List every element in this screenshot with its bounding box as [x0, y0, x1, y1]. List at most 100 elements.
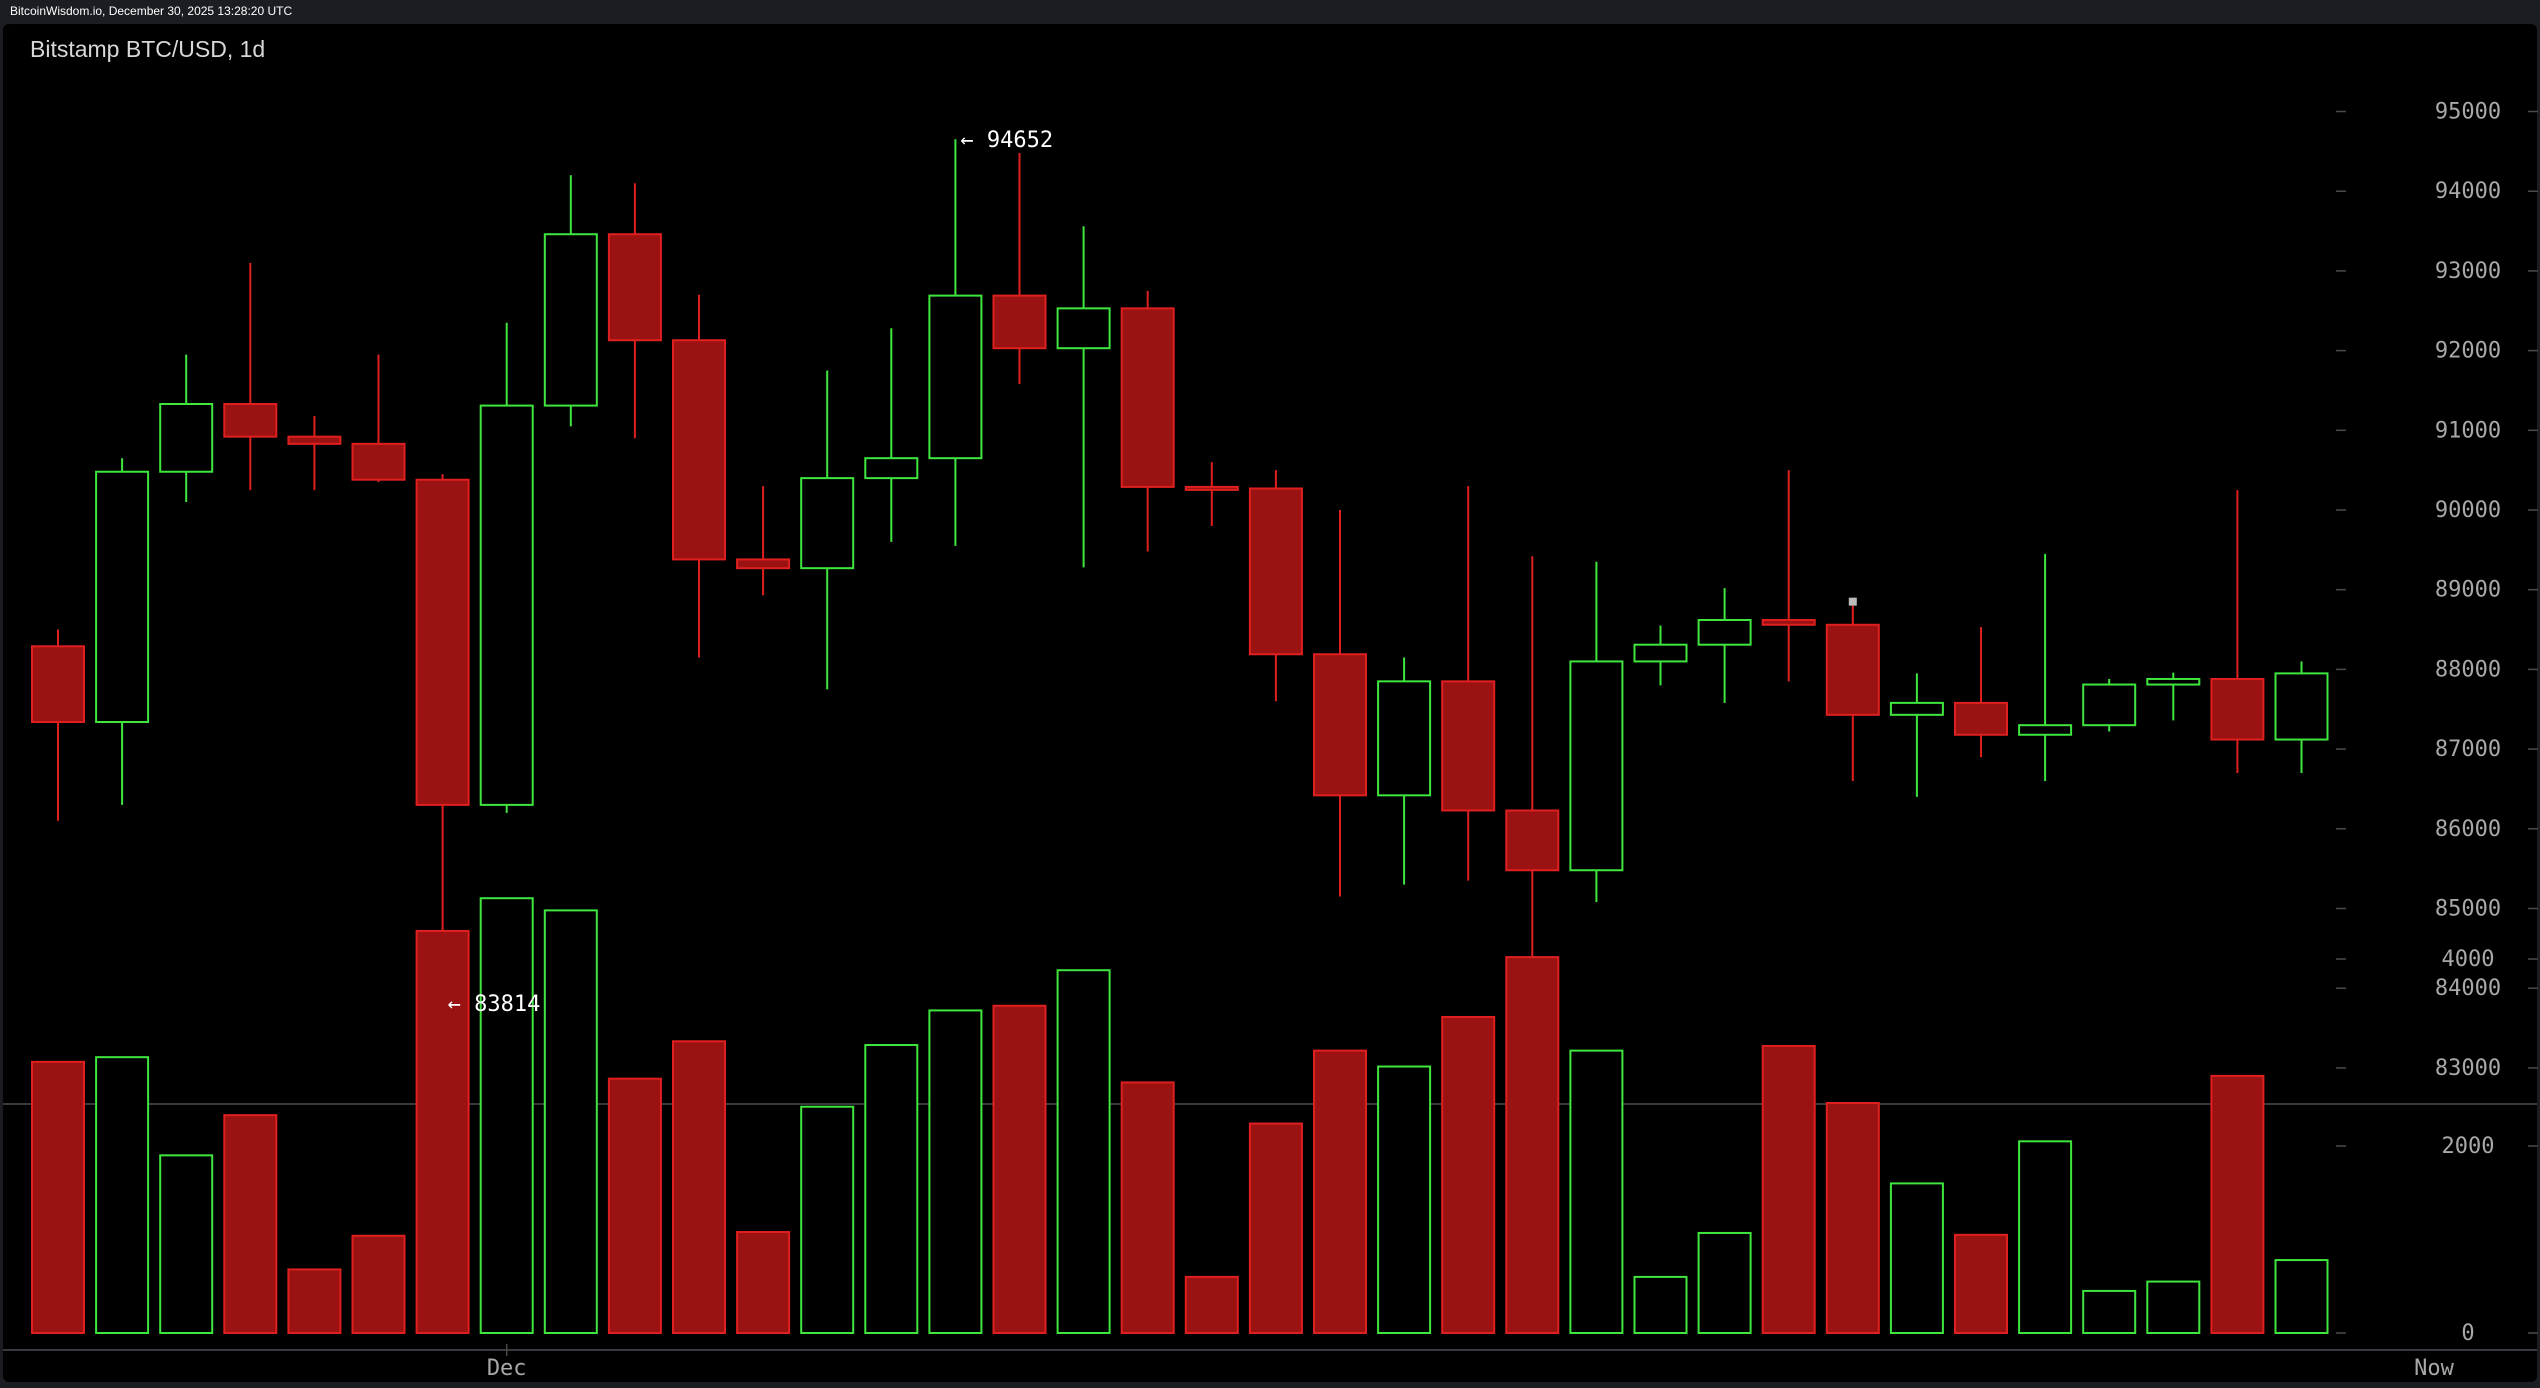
price-tick-label: 89000: [2435, 578, 2501, 603]
price-tick-label: 85000: [2435, 897, 2501, 922]
volume-bar: [2018, 1140, 2073, 1334]
volume-bar: [736, 1231, 791, 1335]
time-tick-label: Dec: [487, 1356, 527, 1381]
candle: [1056, 226, 1111, 568]
candle-body: [1505, 809, 1560, 872]
price-tick-label: 93000: [2435, 259, 2501, 284]
candle-body: [287, 435, 342, 445]
volume-bar: [1248, 1122, 1303, 1335]
candle: [928, 139, 983, 546]
candle-body: [1761, 618, 1816, 626]
candle: [800, 370, 855, 690]
volume-bar: [223, 1114, 278, 1335]
candle: [479, 322, 534, 813]
candle: [2146, 672, 2201, 721]
chart-title: Bitstamp BTC/USD, 1d: [30, 36, 266, 62]
volume-bar: [2082, 1289, 2137, 1335]
price-tick-label: 86000: [2435, 817, 2501, 842]
volume-bar: [672, 1040, 726, 1335]
price-tick-label: 83000: [2435, 1056, 2501, 1081]
candle-body: [31, 645, 85, 724]
volume-bar: [415, 929, 470, 1334]
volume-bar: [1825, 1101, 1880, 1334]
price-tick-label: 88000: [2435, 657, 2501, 682]
axis-tick-marks: [505, 110, 2538, 1356]
time-tick-label: Now: [2414, 1356, 2454, 1381]
candle: [287, 415, 342, 491]
candle-body: [672, 339, 726, 561]
candle: [2210, 490, 2265, 774]
volume-bar: [543, 909, 598, 1334]
candle: [2082, 678, 2137, 732]
volume-bar: [2146, 1280, 2201, 1334]
volume-bar: [1697, 1231, 1752, 1334]
volume-bar: [992, 1004, 1047, 1334]
volume-bar: [1120, 1081, 1175, 1335]
volume-bar: [31, 1060, 85, 1334]
candle: [607, 183, 662, 439]
volume-bars: [31, 897, 2329, 1335]
candle-body: [415, 478, 470, 806]
candle: [736, 486, 791, 596]
candle: [1120, 290, 1175, 552]
candle-body: [1056, 307, 1111, 350]
candle: [992, 152, 1047, 385]
extreme-price-label: ← 94652: [960, 128, 1053, 153]
candle-body: [607, 233, 662, 342]
annotations: ← 94652 ← 83814: [448, 128, 1857, 1017]
candle: [95, 458, 150, 805]
candle: [1184, 462, 1239, 526]
candle-body: [1313, 653, 1367, 797]
candle-body: [736, 558, 791, 570]
candle: [1697, 588, 1752, 703]
candle-body: [2082, 683, 2137, 727]
volume-bar: [1184, 1275, 1239, 1335]
volume-bar: [1569, 1049, 1624, 1334]
candle: [2018, 553, 2073, 781]
volume-bar: [1505, 956, 1560, 1334]
candle-body: [2274, 672, 2329, 741]
volume-bar: [607, 1077, 662, 1335]
price-tick-label: 84000: [2435, 976, 2501, 1001]
volume-bar: [1313, 1049, 1367, 1334]
candle: [1954, 627, 2008, 758]
cursor-marker: [1848, 597, 1857, 606]
candle: [223, 262, 278, 491]
candle-body: [800, 477, 855, 570]
candle-body: [2210, 677, 2265, 741]
volume-bar: [1761, 1044, 1816, 1334]
volume-bar: [1441, 1015, 1496, 1334]
extreme-price-label: ← 83814: [448, 992, 541, 1017]
candle-body: [928, 294, 983, 460]
candle: [351, 354, 406, 483]
volume-bar: [159, 1154, 214, 1334]
window-header: BitcoinWisdom.io, December 30, 2025 13:2…: [0, 0, 2540, 24]
candle-body: [479, 404, 534, 806]
price-tick-label: 87000: [2435, 737, 2501, 762]
volume-tick-label: 0: [2461, 1321, 2474, 1346]
volume-bar: [928, 1009, 983, 1334]
time-axis: Dec Now: [487, 1356, 2455, 1381]
candle: [1889, 673, 1944, 797]
volume-bar: [800, 1105, 855, 1334]
candle: [672, 294, 726, 658]
candle: [864, 328, 919, 542]
candle: [415, 474, 470, 1004]
candle: [1313, 510, 1367, 897]
price-tick-label: 91000: [2435, 418, 2501, 443]
price-tick-label: 90000: [2435, 498, 2501, 523]
candle-body: [1248, 487, 1303, 656]
volume-tick-label: 2000: [2442, 1134, 2495, 1159]
candle-body: [95, 470, 150, 724]
candle-body: [1569, 660, 1624, 872]
candle: [31, 629, 85, 821]
candle-body: [1954, 701, 2008, 736]
candle: [1441, 486, 1496, 881]
candle-body: [1633, 643, 1688, 663]
candle-body: [2146, 677, 2201, 686]
price-tick-label: 92000: [2435, 339, 2501, 364]
price-candles: [31, 139, 2329, 1004]
candle: [159, 354, 214, 503]
candle-body: [1120, 307, 1175, 488]
